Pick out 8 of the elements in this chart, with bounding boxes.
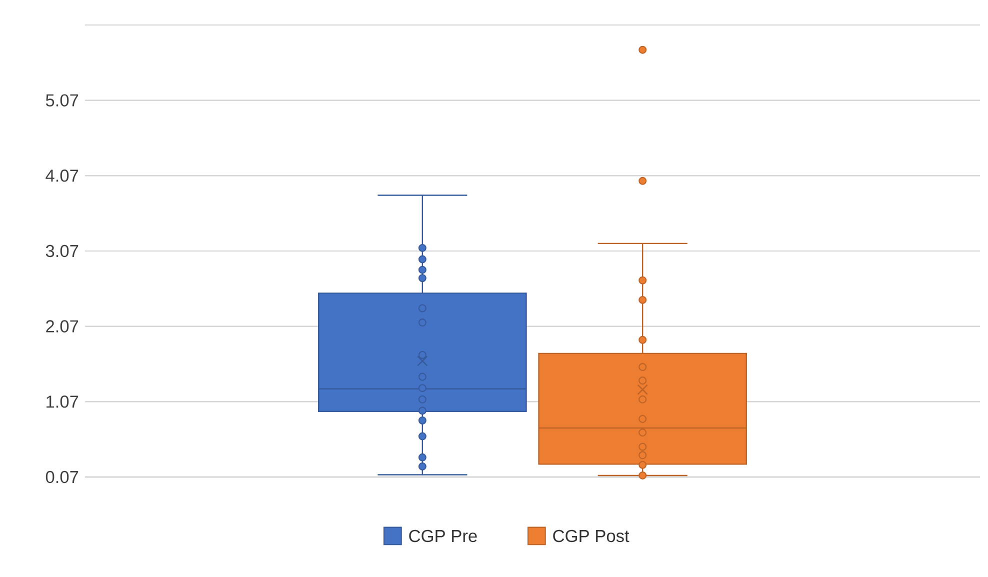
- y-tick-label: 3.07: [46, 244, 78, 258]
- y-tick-label: 5.07: [46, 94, 78, 106]
- legend-label: CGP Post: [553, 530, 630, 542]
- y-tick-label: 2.07: [46, 320, 78, 332]
- y-tick-label: 4.07: [46, 170, 78, 182]
- y-tick-label: 0.07: [46, 470, 78, 484]
- y-tick-label: 1.07: [46, 396, 78, 408]
- legend-label: CGP Pre: [409, 530, 477, 542]
